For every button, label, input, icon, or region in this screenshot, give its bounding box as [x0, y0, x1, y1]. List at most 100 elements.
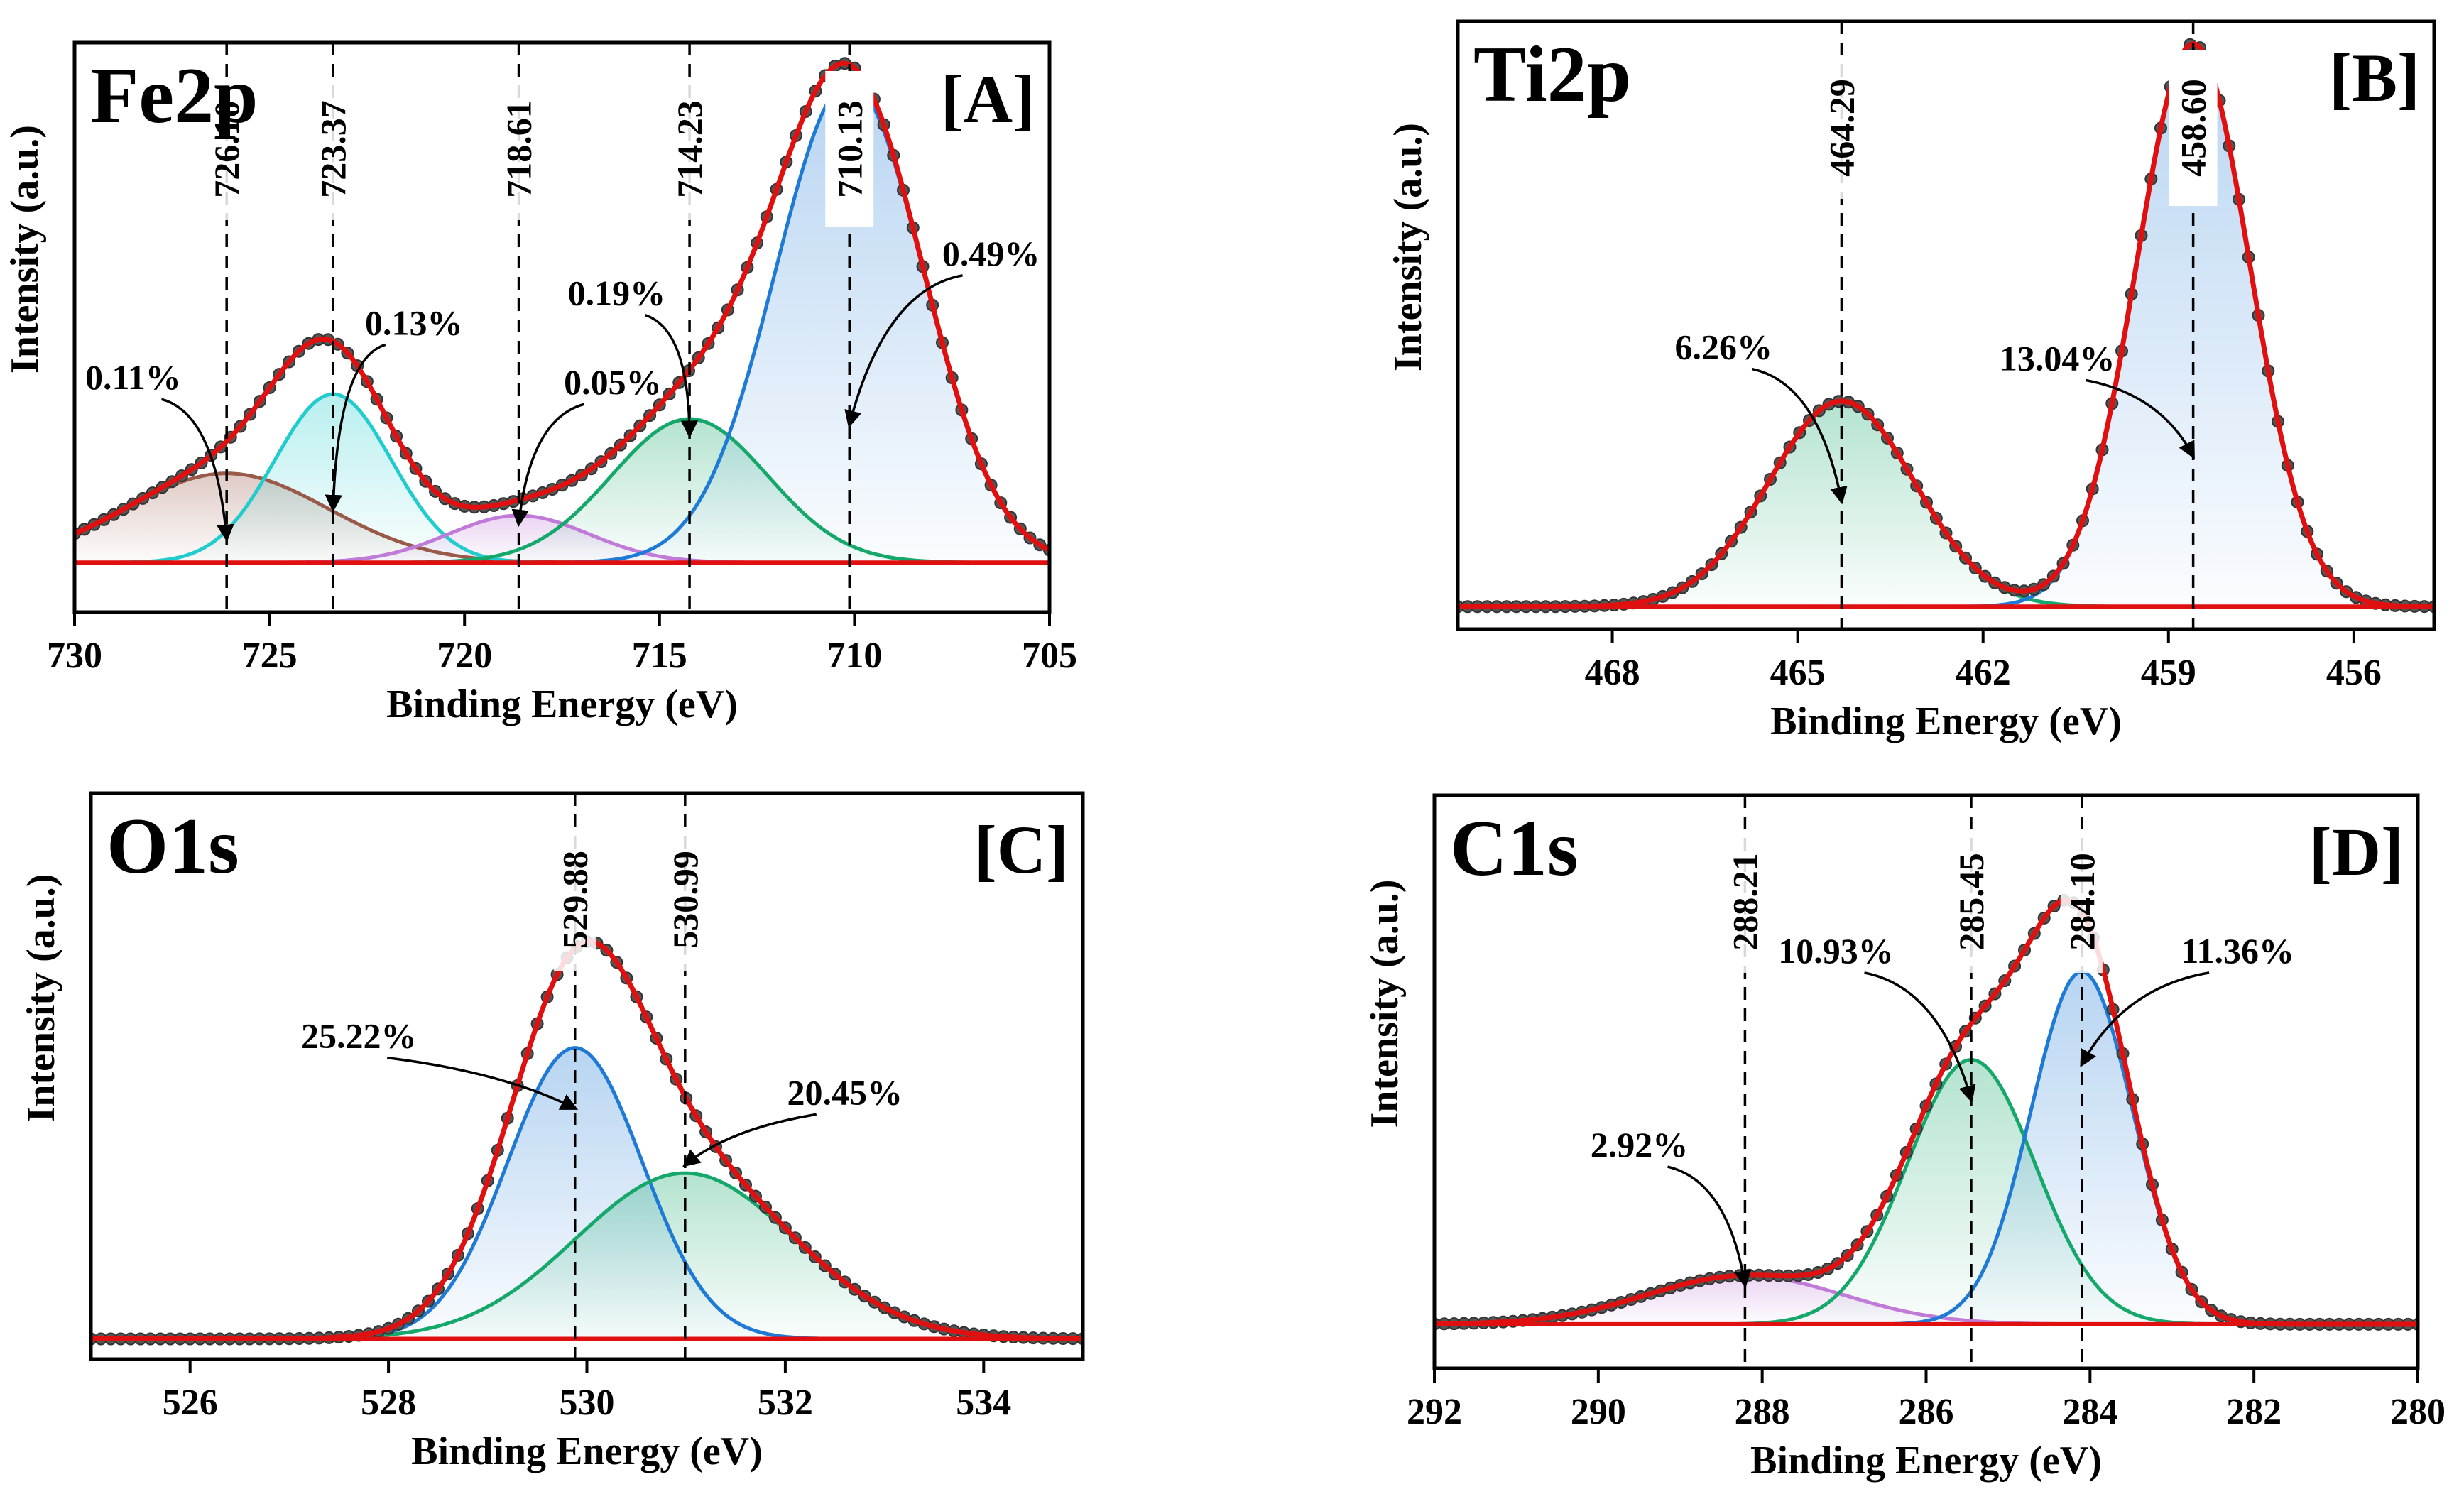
peak-energy-label: 714.23 [670, 100, 709, 198]
peak-percent-label: 20.45% [787, 1072, 903, 1112]
x-axis-label: Binding Energy (eV) [411, 1429, 763, 1473]
peak-energy-label: 284.10 [2062, 853, 2102, 951]
x-tick-label: 526 [163, 1383, 218, 1423]
peak-arrow [844, 274, 963, 428]
x-axis-label: Binding Energy (eV) [1750, 1439, 2102, 1483]
peak-arrow [1667, 1165, 1752, 1289]
peak-energy-label: 718.61 [499, 100, 539, 198]
peak-label-box [2169, 50, 2218, 206]
plot-frame [1456, 19, 2436, 631]
plot-area [1458, 38, 2434, 614]
peak-label-bg [497, 78, 540, 220]
peak-arrow [1864, 971, 1976, 1103]
peak-label-bg [663, 829, 707, 971]
component-fill-blue [91, 1047, 1083, 1339]
envelope-line [75, 60, 1050, 552]
peak-energy-label: 710.13 [829, 100, 869, 198]
panel-tag: [C] [974, 812, 1069, 888]
peak-label-bg [1723, 831, 1767, 973]
peak-arrow [1751, 367, 1848, 505]
peak-percent-label: 0.19% [568, 273, 666, 313]
peak-energy-label: 285.45 [1951, 853, 1991, 951]
y-axis-label: Intensity (a.u.) [1363, 879, 1407, 1128]
panel-title: Ti2p [1473, 31, 1631, 119]
x-tick-label: 528 [361, 1383, 416, 1423]
x-tick-label: 705 [1022, 636, 1077, 676]
y-axis-label: Intensity (a.u.) [3, 125, 47, 374]
peak-label-bg [205, 78, 249, 220]
x-tick-label: 534 [956, 1383, 1011, 1423]
panel-D: 288.21 2.92% 285.45 10.93% 284.10 11.36% 292 29… [1363, 793, 2446, 1483]
panel-A: 726.10 0.11% 723.37 0.13% 718.61 0.05% 714.23 0… [3, 40, 1077, 726]
component-fill-teal [75, 394, 1050, 563]
x-tick-label: 459 [2141, 653, 2196, 693]
peak-percent-label: 0.13% [365, 302, 463, 342]
panel-tag: [A] [941, 61, 1035, 137]
peak-energy-label: 288.21 [1725, 853, 1765, 951]
x-axis-label: Binding Energy (eV) [1770, 699, 2122, 743]
peak-percent-label: 2.92% [1591, 1125, 1689, 1165]
peak-energy-label: 464.29 [1821, 79, 1861, 177]
peak-energy-label: 458.60 [2174, 79, 2213, 177]
component-fill-blue [75, 82, 1050, 563]
x-tick-label: 730 [47, 636, 102, 676]
panel-tag: [B] [2329, 40, 2420, 116]
panel-title: Fe2p [90, 52, 258, 140]
x-tick-label: 715 [632, 636, 687, 676]
x-tick-label: 292 [1407, 1392, 1462, 1432]
panel-C: 529.88 25.22% 530.99 20.45% 526 528 530 532 534 B… [19, 791, 1085, 1473]
peak-arrow [511, 403, 585, 528]
peak-arrow [682, 1113, 817, 1167]
y-axis-label: Intensity (a.u.) [19, 873, 63, 1122]
peak-percent-label: 0.11% [85, 357, 181, 397]
component-fill-green [1458, 401, 2434, 607]
x-tick-label: 725 [242, 636, 298, 676]
peak-arrow [2080, 971, 2210, 1068]
peak-energy-label: 723.37 [313, 100, 353, 198]
peak-arrow [325, 343, 386, 513]
peak-percent-label: 0.49% [942, 234, 1040, 273]
peak-arrow [2085, 378, 2195, 459]
peak-percent-label: 10.93% [1778, 931, 1894, 971]
x-tick-label: 282 [2226, 1392, 2282, 1432]
x-tick-label: 468 [1585, 653, 1640, 693]
x-tick-label: 530 [560, 1383, 615, 1423]
component-fill-green [91, 1173, 1083, 1339]
component-fill-green [1434, 1059, 2418, 1324]
peak-label-bg [553, 829, 596, 971]
x-tick-label: 286 [1899, 1392, 1954, 1432]
panel-title: C1s [1450, 805, 1578, 893]
x-tick-label: 284 [2062, 1392, 2117, 1432]
x-tick-label: 532 [758, 1383, 813, 1423]
y-axis-label: Intensity (a.u.) [1386, 123, 1430, 371]
component-fill-blue [1458, 43, 2434, 607]
peak-arrow [386, 1056, 579, 1110]
peak-percent-label: 13.04% [2000, 338, 2115, 378]
x-tick-label: 465 [1770, 653, 1826, 693]
x-tick-label: 290 [1571, 1392, 1626, 1432]
peak-energy-label: 529.88 [555, 851, 595, 949]
x-tick-label: 456 [2326, 653, 2382, 693]
plot-frame [72, 40, 1052, 614]
peak-arrow [160, 398, 234, 543]
peak-energy-label: 530.99 [665, 851, 705, 949]
peak-label-bg [2060, 831, 2103, 973]
peak-percent-label: 0.05% [564, 362, 662, 402]
x-tick-label: 462 [1956, 653, 2011, 693]
peak-percent-label: 11.36% [2181, 931, 2294, 971]
panel-B: 464.29 6.26% 458.60 13.04% 468 465 462 459 456 Bi… [1386, 19, 2436, 743]
peak-label-bg [668, 78, 712, 220]
peak-label-bg [1949, 831, 1993, 973]
panel-tag: [D] [2309, 814, 2404, 890]
peak-label-bg [312, 78, 355, 220]
peak-percent-label: 25.22% [301, 1016, 417, 1056]
peak-label-bg [1820, 57, 1863, 199]
plot-area [75, 57, 1050, 565]
x-tick-label: 720 [437, 636, 492, 676]
x-tick-label: 710 [827, 636, 882, 676]
x-tick-label: 280 [2390, 1392, 2446, 1432]
peak-arrow [644, 313, 699, 438]
panel-title: O1s [107, 802, 239, 890]
peak-label-box [825, 71, 874, 227]
